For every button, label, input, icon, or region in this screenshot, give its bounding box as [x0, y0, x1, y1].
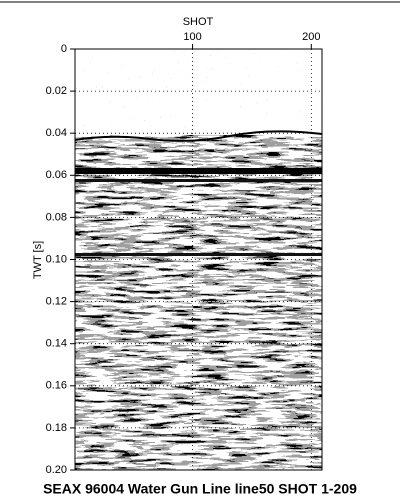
- y-tick-label: 0.14: [46, 338, 67, 350]
- seismic-texture: [74, 49, 323, 470]
- y-tick-label: 0: [61, 43, 67, 55]
- y-tick-label: 0.06: [46, 169, 67, 181]
- y-tick-label: 0.18: [46, 422, 67, 434]
- y-tick-label: 0.12: [46, 296, 67, 308]
- y-tick-label: 0.04: [46, 127, 67, 139]
- y-tick-label: 0.16: [46, 380, 67, 392]
- y-axis-label: TWT [s]: [32, 241, 44, 279]
- reflections: [75, 135, 322, 470]
- x-tick-label: 200: [302, 31, 320, 43]
- chart-title: SEAX 96004 Water Gun Line line50 SHOT 1-…: [43, 481, 357, 497]
- water-column: [75, 49, 322, 135]
- x-tick-label: 100: [183, 31, 201, 43]
- y-tick-label: 0.10: [46, 253, 67, 265]
- x-axis-label: SHOT: [183, 16, 214, 28]
- seafloor: [74, 130, 323, 142]
- y-tick-label: 0.02: [46, 85, 67, 97]
- reflector: [75, 179, 322, 182]
- reflector: [75, 253, 322, 256]
- y-tick-label: 0.08: [46, 211, 67, 223]
- y-tick-label: 0.20: [46, 464, 67, 476]
- strong-reflector: [75, 168, 322, 174]
